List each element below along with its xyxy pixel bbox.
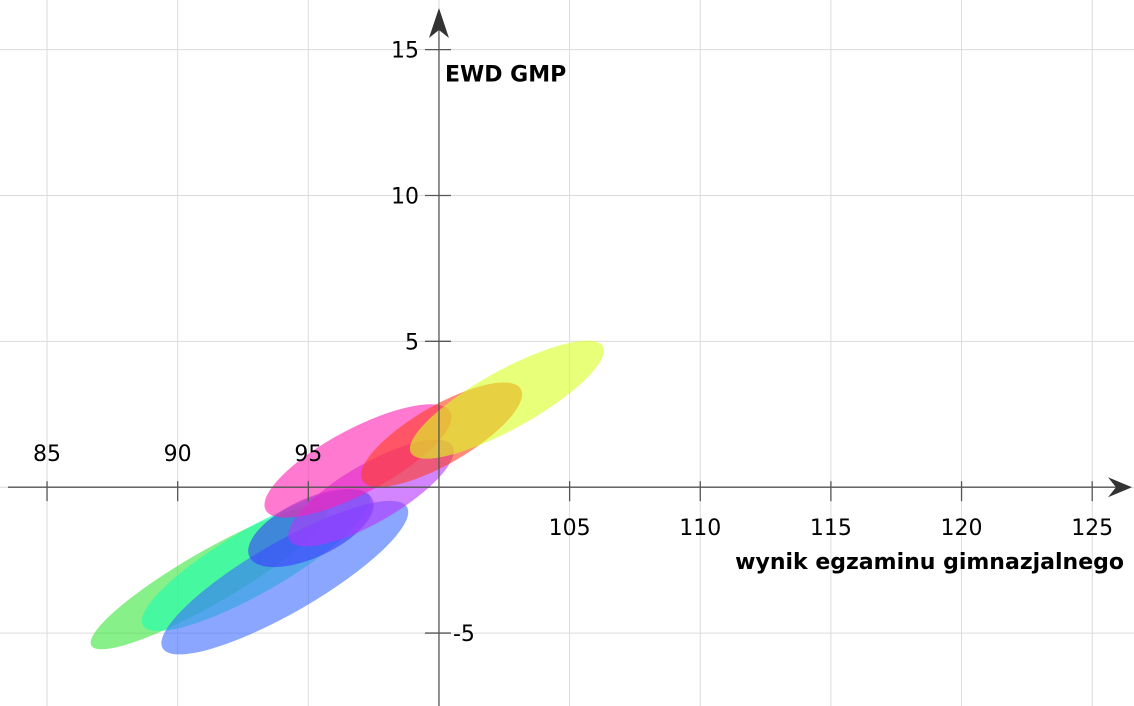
x-axis-title: wynik egzaminu gimnazjalnego (735, 550, 1124, 575)
x-tick-label: 95 (294, 442, 322, 467)
tick-marks (46, 48, 1093, 634)
y-tick-label: -5 (453, 622, 475, 647)
x-tick-label: 105 (549, 516, 591, 541)
x-tick-label: 115 (810, 516, 852, 541)
y-axis-title: EWD GMP (445, 63, 566, 88)
x-tick-label: 110 (679, 516, 721, 541)
x-tick-label: 90 (164, 442, 192, 467)
ellipse-8 (409, 340, 604, 459)
ellipses (90, 340, 604, 655)
x-tick-label: 125 (1071, 516, 1113, 541)
y-tick-label: 10 (391, 184, 419, 209)
y-tick-label: 15 (391, 39, 419, 64)
y-tick-label: 5 (405, 330, 419, 355)
x-tick-label: 85 (33, 442, 61, 467)
x-tick-label: 120 (941, 516, 983, 541)
x-axis-arrow-icon (1108, 477, 1132, 498)
y-axis-arrow-icon (428, 8, 449, 38)
